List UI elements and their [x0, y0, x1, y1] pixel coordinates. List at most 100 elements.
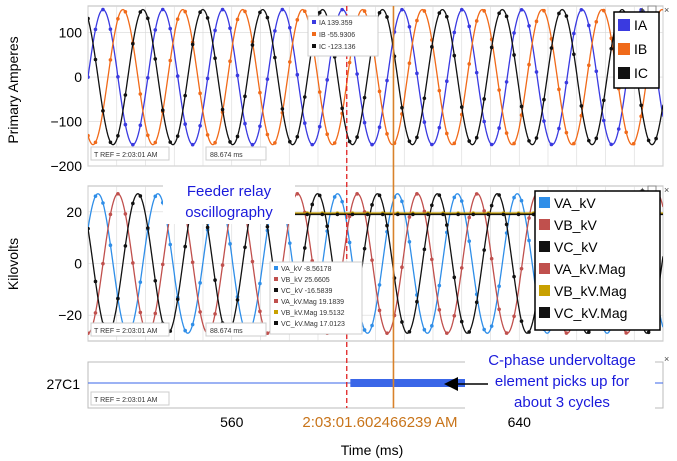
sample-IA: [527, 24, 531, 28]
pin-icon[interactable]: ✦: [639, 6, 646, 15]
legend-vc: VC_kV: [554, 239, 598, 255]
sample-IB: [445, 131, 449, 136]
sample-IC: [415, 135, 419, 140]
sample-VB_kV: [407, 215, 412, 219]
sample-VC_kV.Mag: [380, 212, 385, 217]
legend-ic: IC: [634, 65, 648, 81]
sample-IC: [355, 135, 359, 139]
sample-IA: [474, 70, 479, 75]
sample-IC: [385, 15, 389, 19]
sample-IC: [160, 108, 165, 112]
sample-IC: [123, 93, 128, 97]
sample-IC: [512, 53, 516, 57]
sample-IB: [377, 89, 382, 94]
sample-VA_kV: [437, 283, 442, 288]
svg-text:Feeder relay: Feeder relay: [187, 183, 272, 200]
svg-text:T REF = 2:03:01 AM: T REF = 2:03:01 AM: [94, 152, 158, 159]
sample-VA_kV: [400, 199, 404, 204]
sample-IB: [624, 130, 628, 135]
sample-VC_kV: [138, 194, 143, 198]
sample-VA_kV: [512, 195, 516, 200]
sample-IA: [228, 26, 232, 31]
sample-IC: [213, 56, 217, 61]
sample-IC: [609, 46, 614, 51]
bit-asserted: [350, 379, 531, 387]
sample-IA: [519, 7, 524, 12]
sample-IA: [250, 142, 255, 147]
sample-IB: [265, 132, 270, 137]
sample-IB: [295, 18, 300, 22]
sample-VA_kV: [198, 281, 202, 285]
sample-VC_kV: [310, 202, 315, 207]
sample-IB: [258, 90, 262, 95]
sample-IA: [549, 142, 554, 147]
sample-IA: [175, 74, 180, 78]
sample-IB: [452, 141, 457, 146]
legend-ia: IA: [634, 17, 648, 33]
sample-VC_kV: [527, 330, 531, 334]
sample-IC: [317, 10, 322, 15]
sample-IB: [317, 90, 322, 94]
sample-IC: [407, 139, 412, 144]
sample-VC_kV.Mag: [365, 212, 370, 217]
close-icon[interactable]: ×: [664, 185, 669, 195]
sample-IC: [93, 57, 98, 62]
sample-IA: [497, 126, 501, 130]
sample-VB_kV: [88, 331, 90, 336]
sample-VC_kV: [362, 246, 367, 251]
readout-ic: IC -123.136: [319, 44, 356, 51]
sample-VA_kV: [519, 198, 524, 203]
sample-IC: [534, 136, 539, 140]
sample-IB: [325, 132, 330, 136]
sample-IA: [445, 79, 449, 84]
sample-IA: [534, 70, 539, 74]
sample-IA: [220, 7, 225, 12]
sample-VC_kV: [123, 244, 128, 248]
sample-VB_kV: [123, 212, 128, 216]
sample-IC: [131, 41, 135, 46]
sample-VA_kV: [467, 239, 472, 243]
sample-IC: [497, 11, 501, 16]
digital-close-icon[interactable]: ×: [664, 354, 669, 364]
sample-IA: [88, 75, 90, 79]
sample-VB_kV: [452, 313, 457, 318]
sample-IB: [362, 9, 367, 13]
y-tick-label: −100: [50, 114, 82, 130]
close-icon[interactable]: ×: [664, 5, 669, 15]
sample-VC_kV: [146, 226, 150, 230]
sample-VC_kV: [325, 224, 330, 228]
sample-IC: [504, 14, 509, 19]
sample-VA_kV: [430, 324, 434, 328]
sample-IB: [93, 140, 98, 145]
sample-VA_kV: [108, 243, 113, 247]
sample-IB: [587, 63, 591, 68]
legend-vb: VB_kV: [554, 217, 597, 233]
sample-IB: [146, 133, 150, 138]
sample-IA: [639, 8, 643, 12]
sample-IA: [370, 142, 374, 147]
sample-VB_kV: [504, 331, 509, 335]
sample-IA: [317, 124, 322, 129]
sample-IA: [489, 142, 494, 147]
sample-IA: [340, 7, 344, 12]
sample-IA: [572, 31, 576, 36]
sample-IA: [325, 78, 330, 82]
svg-text:T REF = 2:03:01 AM: T REF = 2:03:01 AM: [94, 328, 158, 335]
sample-VC_kV.Mag: [335, 212, 340, 217]
sample-IA: [579, 7, 584, 12]
sample-VB_kV: [624, 331, 628, 335]
voltage-delta: 88.674 ms: [210, 328, 243, 335]
sample-IC: [220, 107, 225, 112]
sample-IB: [273, 141, 277, 145]
sample-IA: [459, 7, 464, 12]
sample-IC: [542, 97, 546, 102]
sample-VC_kV.Mag: [456, 212, 460, 217]
sample-IB: [594, 19, 599, 24]
sample-VB_kV: [512, 314, 516, 319]
sample-VC_kV.Mag: [516, 212, 521, 217]
sample-VC_kV: [131, 201, 135, 206]
sample-VC_kV.Mag: [320, 212, 325, 217]
sample-VC_kV: [422, 247, 427, 252]
current-tref: T REF = 2:03:01 AM 88.674 ms: [90, 146, 267, 161]
sample-IB: [168, 58, 173, 63]
